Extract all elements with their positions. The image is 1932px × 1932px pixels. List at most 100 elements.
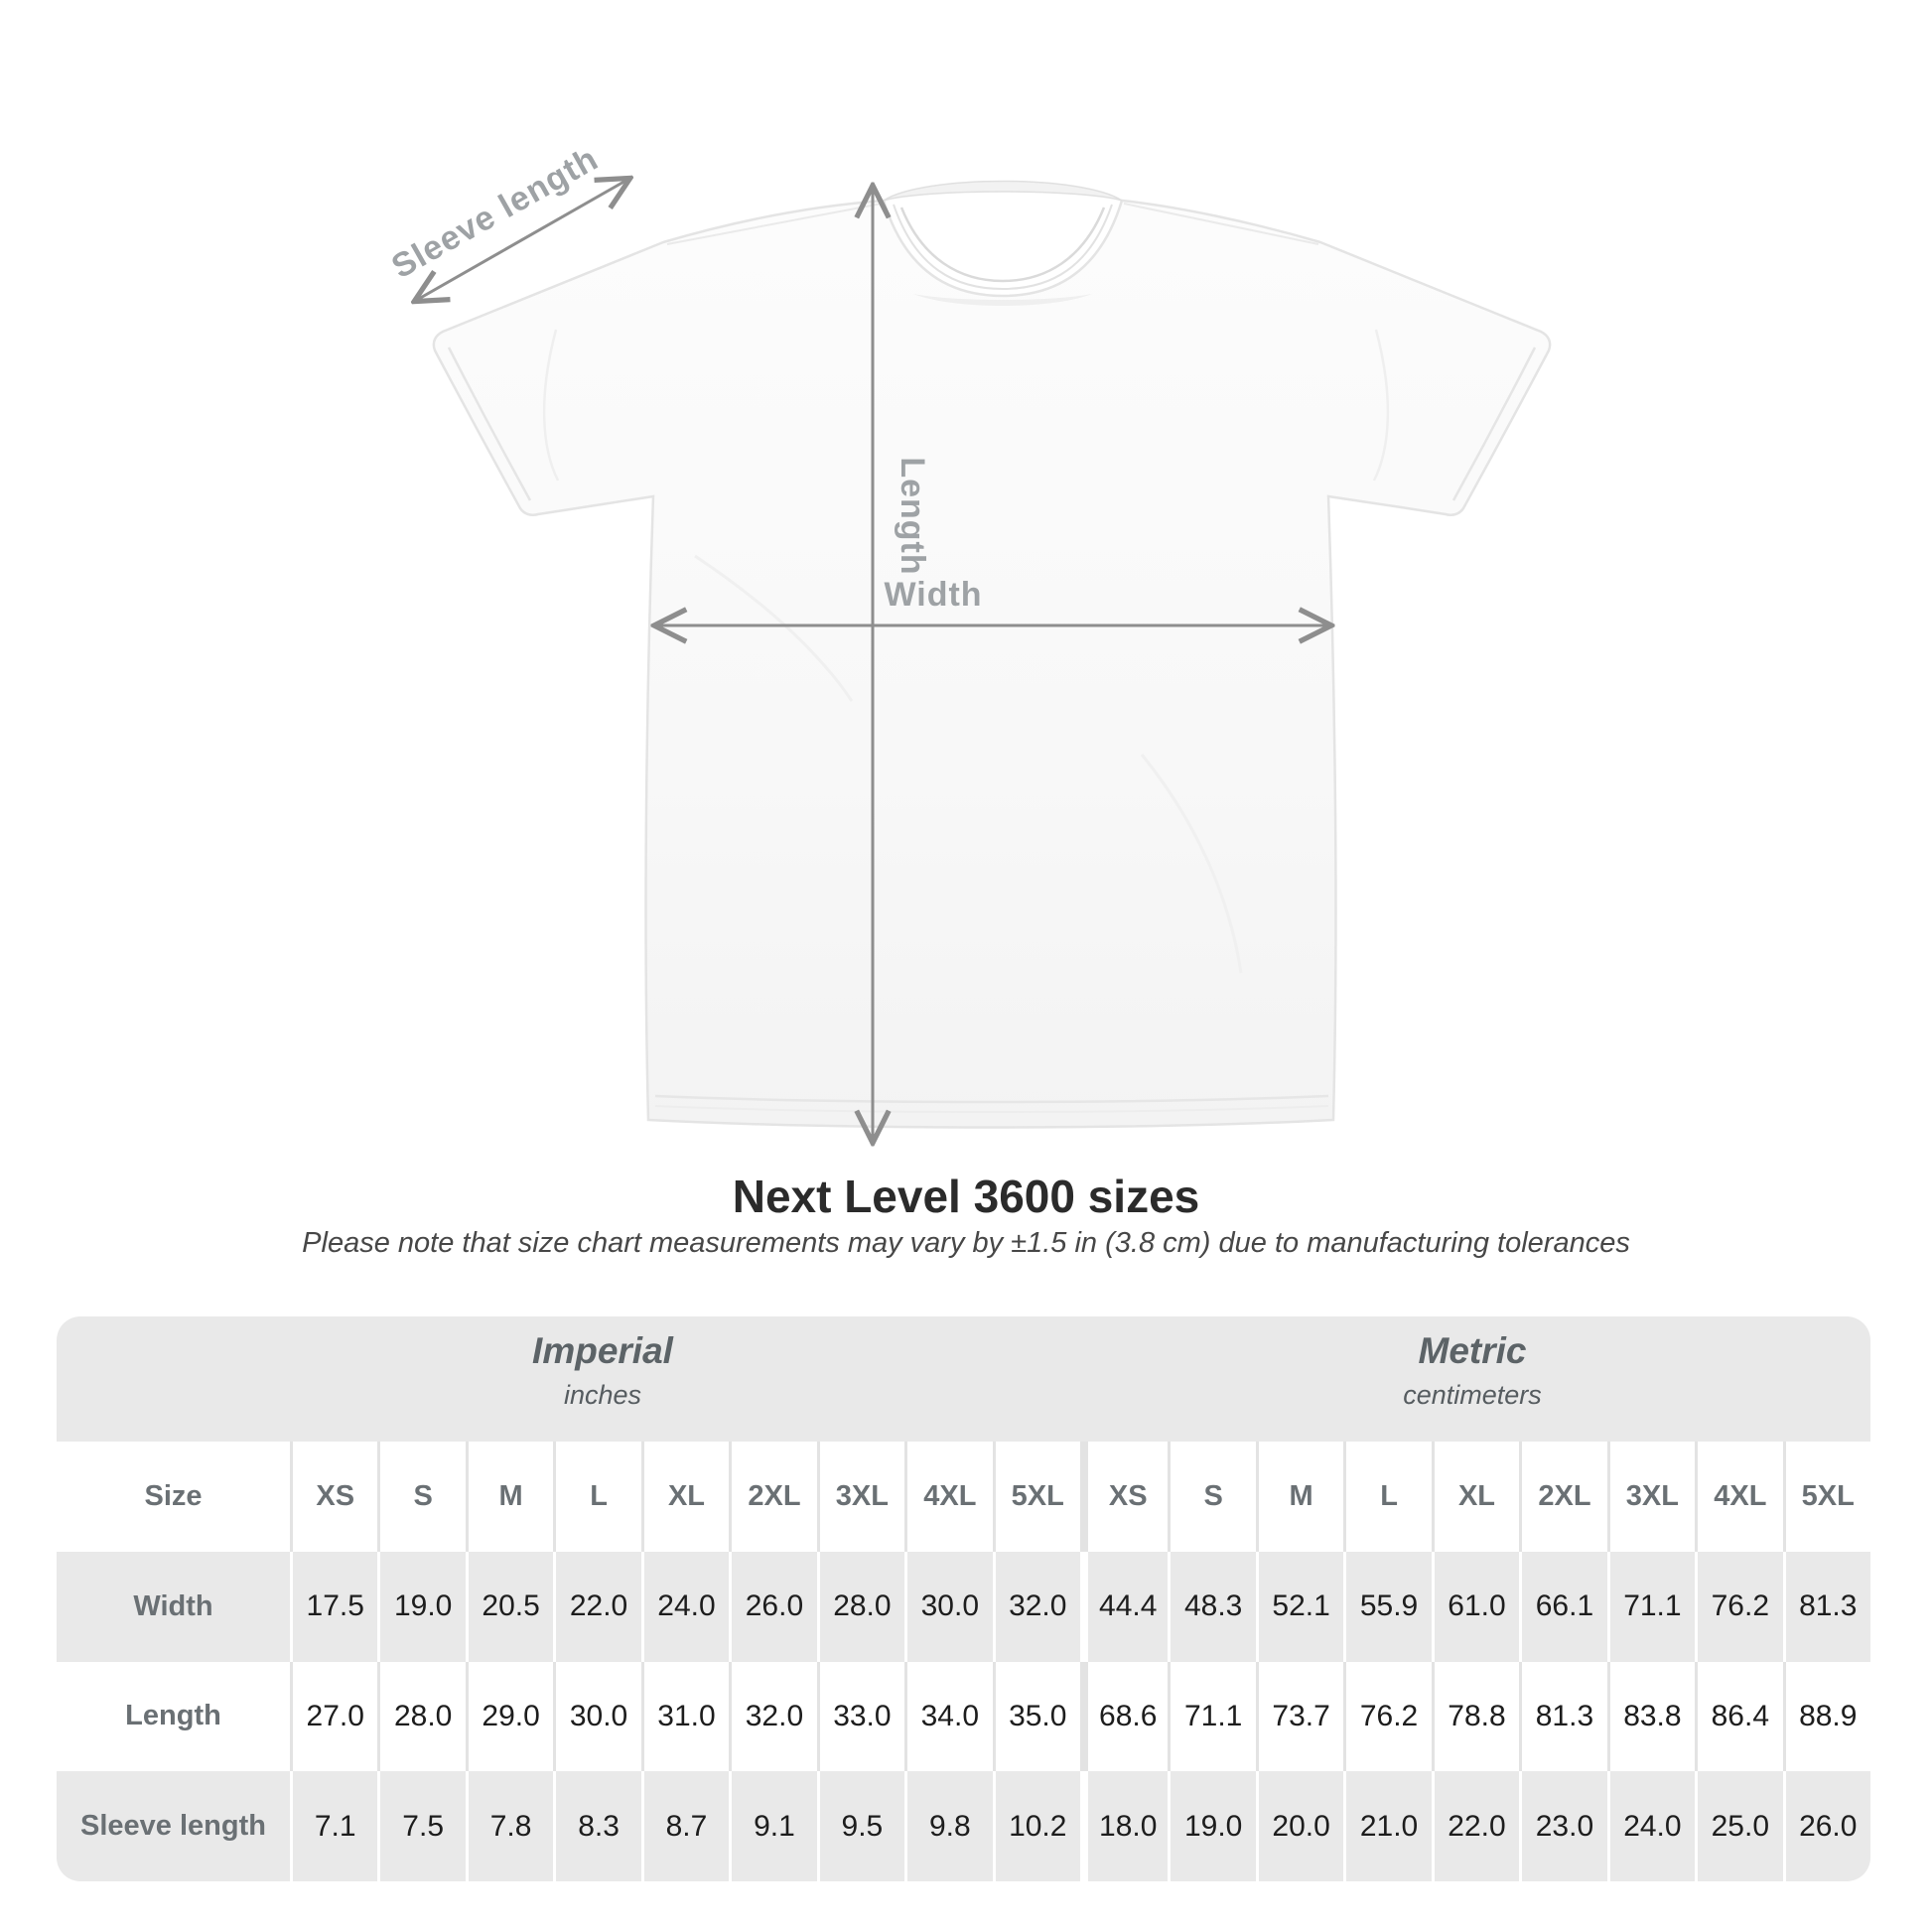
value-cell-imperial: 26.0	[729, 1551, 817, 1662]
sleeve-length-arrow	[417, 180, 627, 300]
hem-stitch	[654, 1094, 1329, 1104]
value-cell-imperial: 33.0	[816, 1661, 905, 1772]
value-cell-imperial: 9.8	[904, 1771, 993, 1881]
size-header-cell-metric-3: L	[1343, 1442, 1432, 1552]
value-cell-imperial: 28.0	[816, 1551, 905, 1662]
value-cell-imperial: 31.0	[640, 1661, 730, 1772]
length-label: Length	[894, 457, 931, 575]
page-title: Next Level 3600 sizes	[732, 1171, 1200, 1222]
metric-unit-label: centimeters	[1403, 1380, 1542, 1410]
size-table-grid: Size XS S M L XL 2XL 3XL 4XL 5XL XS S M L XL 2XL 3XL 4XL 5…	[57, 1442, 1870, 1881]
size-table: Imperial inches Metric centimeters Size X…	[57, 1316, 1870, 1881]
left-shoulder-seam	[666, 203, 883, 245]
row-label: Width	[57, 1551, 290, 1662]
right-shoulder-seam	[1123, 203, 1319, 245]
value-cell-metric: 86.4	[1695, 1661, 1783, 1772]
size-header-cell-metric-0: XS	[1079, 1442, 1169, 1552]
left-cuff-stitch	[447, 346, 532, 501]
right-cuff-stitch	[1451, 346, 1537, 501]
size-header-cell-imperial-4: XL	[640, 1442, 730, 1552]
value-cell-metric: 21.0	[1343, 1771, 1432, 1881]
value-cell-metric: 19.0	[1168, 1771, 1256, 1881]
size-header-cell-metric-1: S	[1168, 1442, 1256, 1552]
value-cell-imperial: 7.8	[465, 1771, 554, 1881]
value-cell-metric: 23.0	[1519, 1771, 1607, 1881]
value-cell-imperial: 8.7	[640, 1771, 730, 1881]
value-cell-metric: 81.3	[1782, 1551, 1870, 1662]
value-cell-metric: 61.0	[1431, 1551, 1520, 1662]
value-cell-imperial: 27.0	[290, 1661, 378, 1772]
value-cell-imperial: 8.3	[553, 1771, 641, 1881]
metric-section-title: Metric	[1418, 1330, 1527, 1371]
wrinkle	[542, 329, 560, 482]
size-header-cell-metric-4: XL	[1431, 1442, 1520, 1552]
value-cell-imperial: 22.0	[553, 1551, 641, 1662]
value-cell-metric: 66.1	[1519, 1551, 1607, 1662]
row-label: Sleeve length	[57, 1771, 290, 1881]
value-cell-imperial: 7.5	[377, 1771, 466, 1881]
value-cell-metric: 26.0	[1782, 1771, 1870, 1881]
value-cell-imperial: 32.0	[992, 1551, 1080, 1662]
measurement-arrows	[417, 180, 1328, 1140]
value-cell-metric: 22.0	[1431, 1771, 1520, 1881]
collar-back-band	[883, 180, 1123, 202]
metric-section-header: Metric centimeters	[1403, 1330, 1542, 1411]
imperial-section-title: Imperial	[532, 1330, 673, 1371]
tshirt-graphic	[432, 180, 1552, 1129]
value-cell-imperial: 20.5	[465, 1551, 554, 1662]
value-cell-imperial: 30.0	[904, 1551, 993, 1662]
value-cell-imperial: 9.5	[816, 1771, 905, 1881]
collar-inner-seam	[899, 207, 1106, 283]
imperial-unit-label: inches	[563, 1380, 642, 1410]
value-cell-metric: 81.3	[1519, 1661, 1607, 1772]
width-label: Width	[884, 576, 982, 614]
value-cell-metric: 55.9	[1343, 1551, 1432, 1662]
size-header-cell-metric-2: M	[1255, 1442, 1344, 1552]
value-cell-imperial: 9.1	[729, 1771, 817, 1881]
value-cell-metric: 18.0	[1079, 1771, 1169, 1881]
value-cell-imperial: 29.0	[465, 1661, 554, 1772]
collar-outer-seam	[893, 204, 1113, 291]
size-header-cell-metric-7: 4XL	[1695, 1442, 1783, 1552]
size-header-cell-imperial-1: S	[377, 1442, 466, 1552]
wrinkle	[1372, 329, 1390, 482]
value-cell-imperial: 10.2	[992, 1771, 1080, 1881]
value-cell-metric: 71.1	[1606, 1551, 1696, 1662]
size-header-cell-imperial-0: XS	[290, 1442, 378, 1552]
value-cell-metric: 88.9	[1782, 1661, 1870, 1772]
value-cell-metric: 44.4	[1079, 1551, 1169, 1662]
value-cell-metric: 73.7	[1255, 1661, 1344, 1772]
value-cell-metric: 76.2	[1695, 1551, 1783, 1662]
value-cell-metric: 24.0	[1606, 1771, 1696, 1881]
value-cell-imperial: 17.5	[290, 1551, 378, 1662]
size-column-header: Size	[57, 1442, 290, 1552]
size-header-cell-imperial-5: 2XL	[729, 1442, 817, 1552]
value-cell-imperial: 30.0	[553, 1661, 641, 1772]
tolerance-note: Please note that size chart measurements…	[302, 1227, 1630, 1259]
value-cell-imperial: 35.0	[992, 1661, 1080, 1772]
value-cell-metric: 83.8	[1606, 1661, 1696, 1772]
size-header-cell-imperial-6: 3XL	[816, 1442, 905, 1552]
size-header-cell-metric-5: 2XL	[1519, 1442, 1607, 1552]
size-header-cell-metric-8: 5XL	[1782, 1442, 1870, 1552]
value-cell-metric: 20.0	[1255, 1771, 1344, 1881]
table-header-band	[57, 1316, 1870, 1442]
size-header-cell-metric-6: 3XL	[1606, 1442, 1696, 1552]
value-cell-imperial: 19.0	[377, 1551, 466, 1662]
value-cell-imperial: 28.0	[377, 1661, 466, 1772]
imperial-section-header: Imperial inches	[532, 1330, 673, 1411]
value-cell-imperial: 7.1	[290, 1771, 378, 1881]
value-cell-metric: 76.2	[1343, 1661, 1432, 1772]
collar-shadow	[913, 294, 1092, 306]
size-header-cell-imperial-7: 4XL	[904, 1442, 993, 1552]
size-header-cell-imperial-2: M	[465, 1442, 554, 1552]
wrinkle	[1140, 754, 1243, 974]
value-cell-imperial: 34.0	[904, 1661, 993, 1772]
value-cell-imperial: 32.0	[729, 1661, 817, 1772]
size-header-cell-imperial-8: 5XL	[992, 1442, 1080, 1552]
value-cell-metric: 52.1	[1255, 1551, 1344, 1662]
value-cell-metric: 71.1	[1168, 1661, 1256, 1772]
value-cell-metric: 78.8	[1431, 1661, 1520, 1772]
value-cell-metric: 48.3	[1168, 1551, 1256, 1662]
